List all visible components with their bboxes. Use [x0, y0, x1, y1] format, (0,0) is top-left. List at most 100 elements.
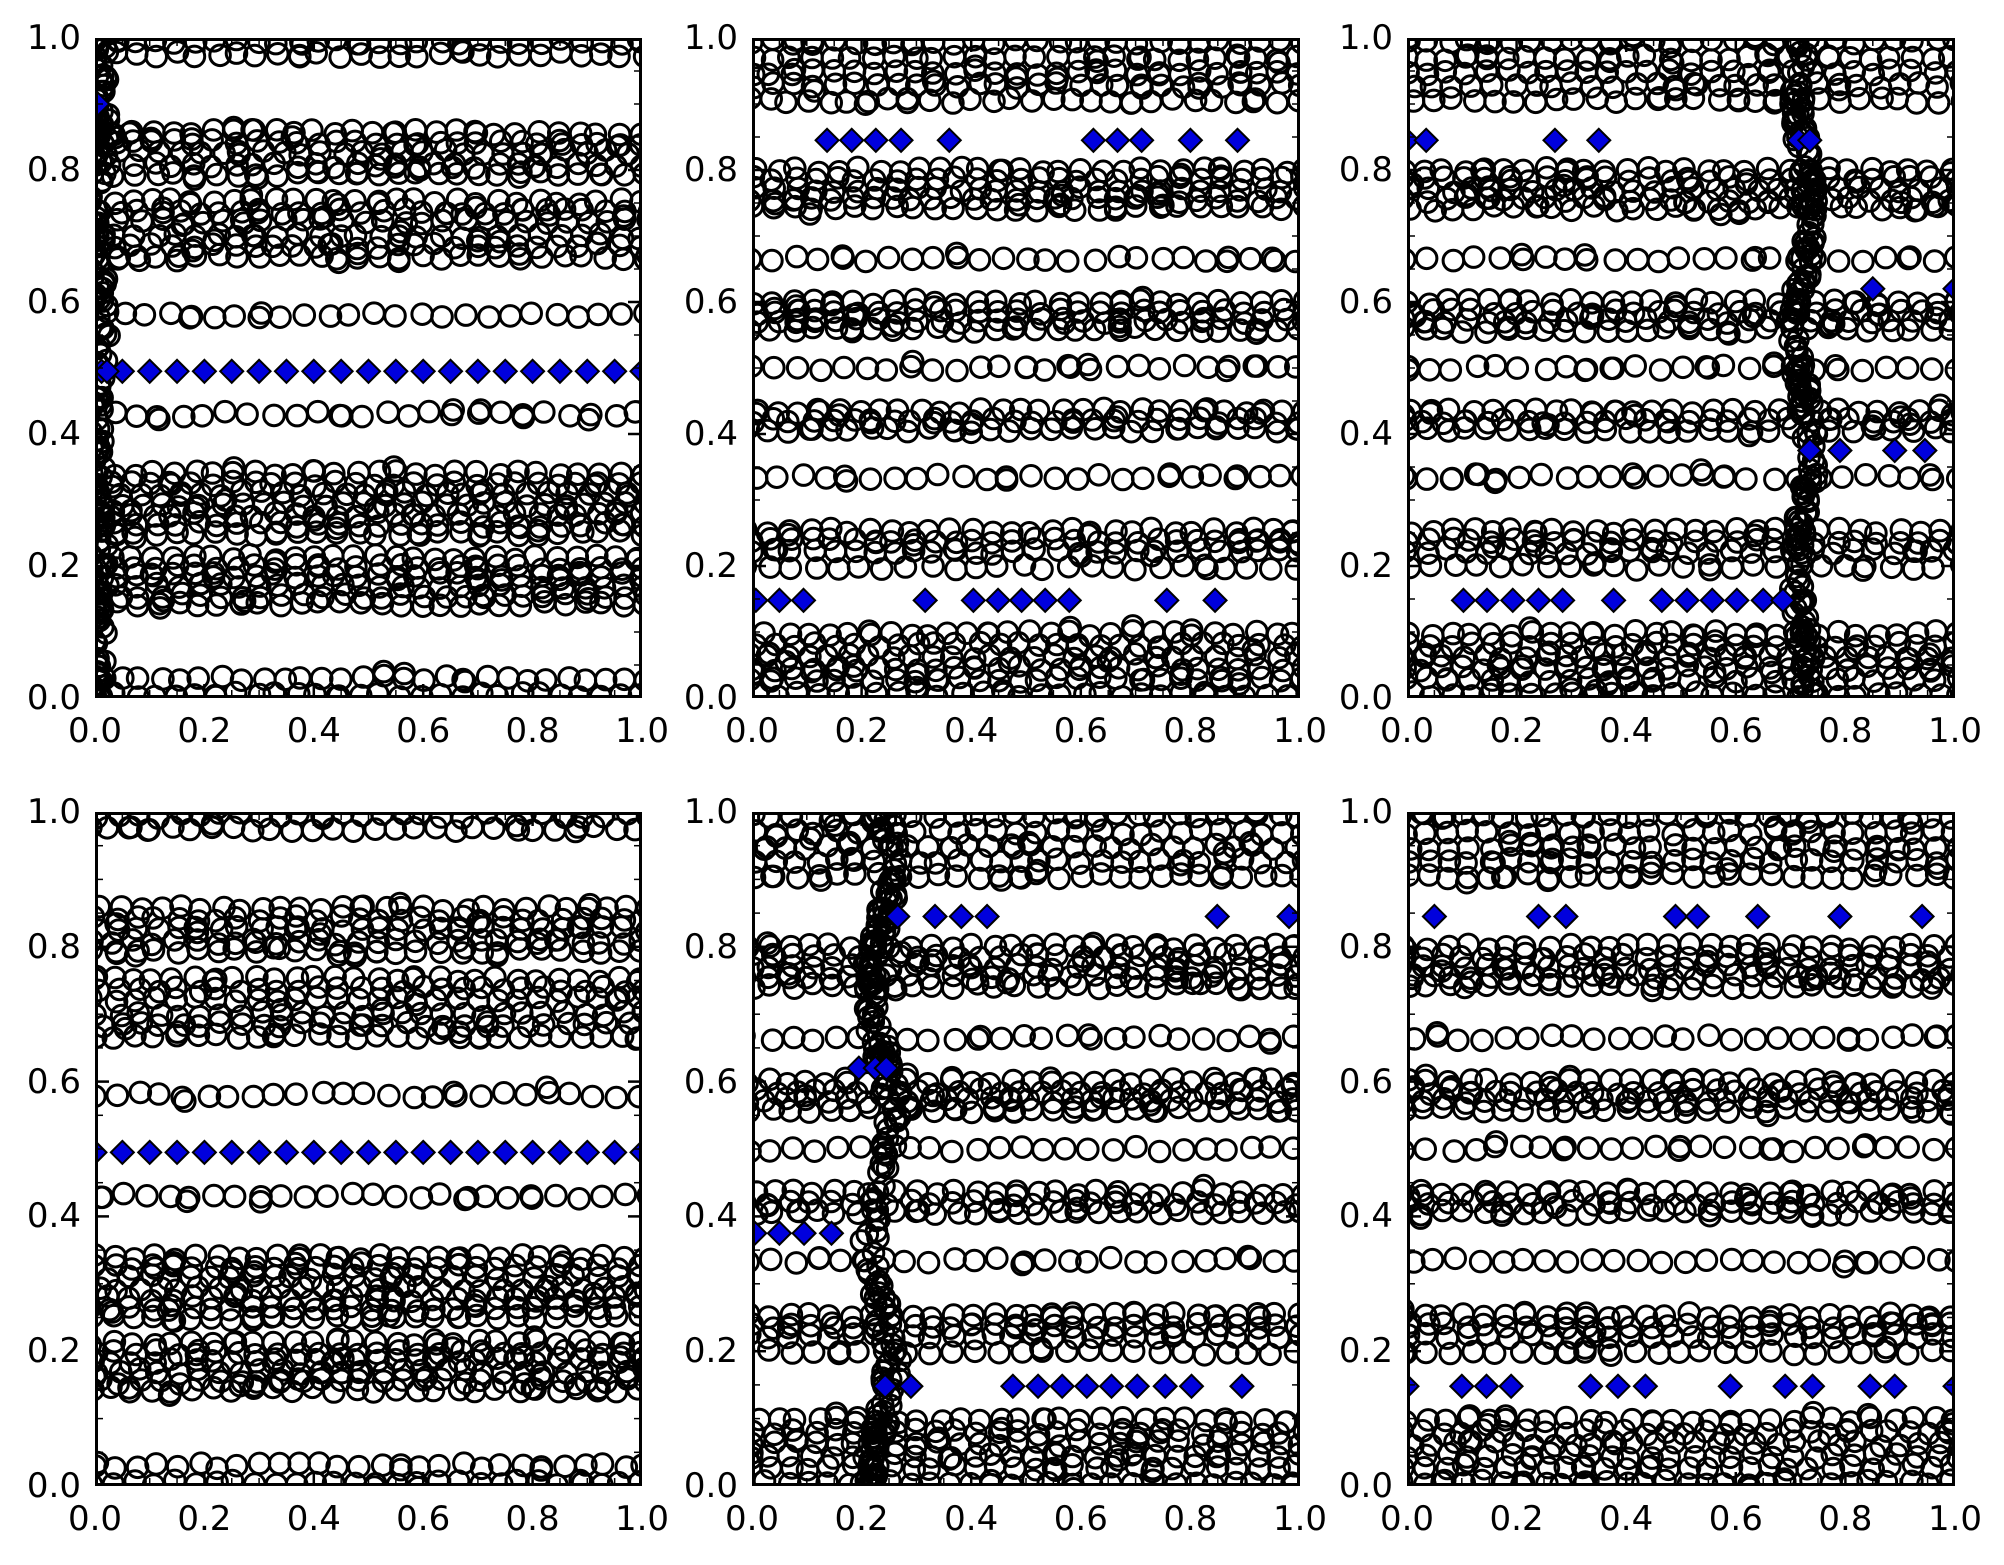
subplot-bottom-middle [752, 812, 1300, 1486]
x-tick-label: 1.0 [614, 711, 670, 751]
x-tick-label: 0.6 [396, 711, 451, 751]
x-tick-label: 1.0 [1927, 711, 1983, 751]
x-tick-label: 0.2 [1489, 711, 1544, 751]
x-tick-label: 0.2 [177, 711, 232, 751]
x-tick-label: 0.6 [1708, 711, 1763, 751]
diamond-markers [1407, 903, 1955, 1400]
x-tick-label: 0.8 [1818, 711, 1873, 751]
diamond-markers [1407, 127, 1955, 614]
x-tick-label: 0.6 [1053, 711, 1108, 751]
plot-area-bottom-middle [752, 812, 1300, 1486]
diamond-markers [95, 91, 642, 385]
plot-area-top-left [95, 38, 642, 698]
y-tick-label: 0.8 [1338, 150, 1393, 190]
y-tick-label: 0.4 [683, 414, 738, 454]
x-tick-label: 0.4 [1599, 711, 1654, 751]
y-tick-label: 0.0 [1338, 678, 1393, 718]
diamond-markers [95, 1139, 642, 1166]
y-tick-label: 0.0 [683, 1466, 738, 1506]
axes-spines [95, 812, 642, 1486]
y-tick-label: 1.0 [26, 18, 81, 58]
x-tick-label: 0.4 [944, 711, 999, 751]
y-tick-label: 1.0 [26, 792, 81, 832]
y-tick-label: 0.8 [26, 926, 81, 967]
subplot-top-middle [752, 38, 1300, 698]
y-tick-label: 0.0 [26, 1466, 81, 1506]
diamond-markers [752, 903, 1300, 1400]
y-tick-label: 0.6 [26, 282, 81, 322]
circle-markers [1407, 38, 1955, 698]
y-tick-label: 1.0 [683, 792, 738, 832]
x-tick-label: 0.8 [505, 711, 560, 751]
x-tick-label: 0.6 [1708, 1499, 1763, 1539]
y-tick-label: 0.4 [26, 414, 81, 454]
plot-area-top-right [1407, 38, 1955, 698]
axes-spines [1407, 812, 1955, 1486]
subplot-bottom-left [95, 812, 642, 1486]
x-tick-label: 0.6 [396, 1499, 451, 1539]
subplot-top-left [95, 38, 642, 698]
x-tick-label: 0.0 [724, 711, 780, 751]
x-tick-label: 1.0 [1272, 711, 1328, 751]
subplot-top-right [1407, 38, 1955, 698]
axes-spines [1407, 38, 1955, 698]
circle-markers [95, 812, 642, 1486]
y-tick-label: 0.6 [26, 1061, 81, 1102]
y-tick-label: 0.8 [1338, 926, 1393, 967]
y-tick-label: 0.0 [683, 678, 738, 718]
x-tick-label: 0.0 [67, 711, 123, 751]
y-tick-label: 0.2 [26, 546, 81, 586]
x-tick-label: 0.2 [177, 1499, 232, 1539]
y-tick-label: 0.2 [26, 1331, 81, 1372]
plot-area-top-middle [752, 38, 1300, 698]
x-tick-label: 1.0 [1927, 1499, 1983, 1539]
y-tick-label: 0.6 [683, 282, 738, 322]
subplot-bottom-right [1407, 812, 1955, 1486]
y-tick-label: 0.6 [1338, 1061, 1393, 1102]
x-tick-label: 0.8 [1818, 1499, 1873, 1539]
y-tick-label: 0.2 [683, 546, 738, 586]
y-tick-label: 1.0 [1338, 18, 1393, 58]
y-tick-label: 0.4 [26, 1196, 81, 1237]
x-tick-label: 1.0 [1272, 1499, 1328, 1539]
x-tick-label: 0.2 [834, 1499, 889, 1539]
y-tick-label: 0.2 [1338, 1331, 1393, 1372]
y-tick-label: 0.2 [1338, 546, 1393, 586]
y-tick-label: 0.2 [683, 1331, 738, 1372]
axes-spines [752, 812, 1300, 1486]
y-tick-label: 0.6 [1338, 282, 1393, 322]
x-tick-label: 0.0 [1379, 711, 1435, 751]
x-tick-label: 1.0 [614, 1499, 670, 1539]
x-tick-label: 0.4 [286, 711, 341, 751]
y-tick-label: 0.8 [683, 926, 738, 967]
x-tick-label: 0.0 [724, 1499, 780, 1539]
y-tick-label: 1.0 [1338, 792, 1393, 832]
x-tick-label: 0.4 [944, 1499, 999, 1539]
x-tick-label: 0.4 [1599, 1499, 1654, 1539]
x-tick-label: 0.8 [1163, 711, 1218, 751]
y-tick-label: 0.4 [683, 1196, 738, 1237]
plot-area-bottom-left [95, 812, 642, 1486]
x-tick-label: 0.8 [1163, 1499, 1218, 1539]
axes-spines [752, 38, 1300, 698]
diamond-markers [752, 127, 1251, 614]
y-tick-label: 0.6 [683, 1061, 738, 1102]
x-tick-label: 0.2 [834, 711, 889, 751]
circle-markers [752, 812, 1300, 1486]
y-tick-label: 0.0 [26, 678, 81, 718]
y-tick-label: 1.0 [683, 18, 738, 58]
x-tick-label: 0.0 [67, 1499, 123, 1539]
circle-markers [752, 38, 1300, 698]
x-tick-label: 0.2 [1489, 1499, 1544, 1539]
y-tick-label: 0.4 [1338, 1196, 1393, 1237]
y-tick-label: 0.4 [1338, 414, 1393, 454]
plot-area-bottom-right [1407, 812, 1955, 1486]
x-tick-label: 0.0 [1379, 1499, 1435, 1539]
x-tick-label: 0.8 [505, 1499, 560, 1539]
axes-spines [95, 38, 642, 698]
x-tick-label: 0.4 [286, 1499, 341, 1539]
y-tick-label: 0.0 [1338, 1466, 1393, 1506]
circle-markers [1407, 812, 1955, 1486]
y-tick-label: 0.8 [683, 150, 738, 190]
